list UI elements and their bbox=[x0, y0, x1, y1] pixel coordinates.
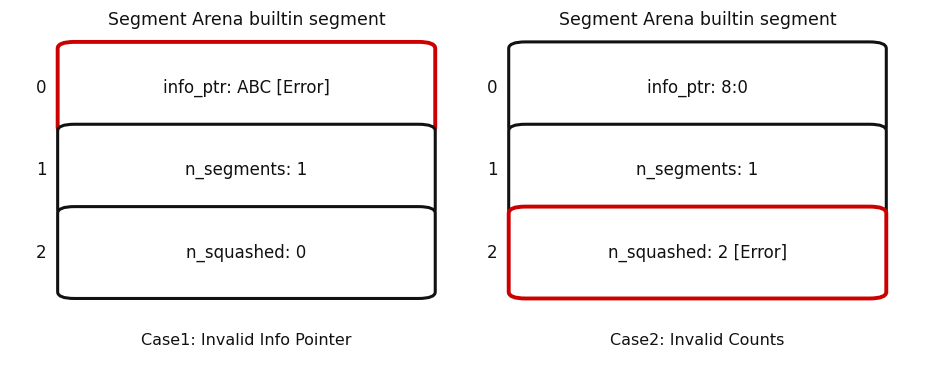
Text: 2: 2 bbox=[36, 243, 47, 262]
FancyBboxPatch shape bbox=[509, 206, 886, 298]
FancyBboxPatch shape bbox=[58, 206, 435, 298]
Text: Segment Arena builtin segment: Segment Arena builtin segment bbox=[108, 11, 385, 29]
Text: n_segments: 1: n_segments: 1 bbox=[636, 161, 759, 179]
Text: 1: 1 bbox=[487, 161, 498, 179]
Text: Case2: Invalid Counts: Case2: Invalid Counts bbox=[610, 333, 785, 348]
Text: 1: 1 bbox=[36, 161, 47, 179]
FancyBboxPatch shape bbox=[58, 42, 435, 134]
Text: n_squashed: 0: n_squashed: 0 bbox=[186, 243, 307, 262]
FancyBboxPatch shape bbox=[509, 42, 886, 134]
Text: n_squashed: 2 [Error]: n_squashed: 2 [Error] bbox=[608, 243, 787, 262]
Text: n_segments: 1: n_segments: 1 bbox=[185, 161, 308, 179]
Text: 2: 2 bbox=[487, 243, 498, 262]
FancyBboxPatch shape bbox=[58, 124, 435, 216]
Text: info_ptr: 8:0: info_ptr: 8:0 bbox=[647, 79, 748, 97]
Text: 0: 0 bbox=[487, 79, 498, 97]
Text: Segment Arena builtin segment: Segment Arena builtin segment bbox=[559, 11, 836, 29]
FancyBboxPatch shape bbox=[509, 124, 886, 216]
Text: 0: 0 bbox=[36, 79, 47, 97]
Text: Case1: Invalid Info Pointer: Case1: Invalid Info Pointer bbox=[141, 333, 352, 348]
Text: info_ptr: ABC [Error]: info_ptr: ABC [Error] bbox=[163, 79, 330, 97]
